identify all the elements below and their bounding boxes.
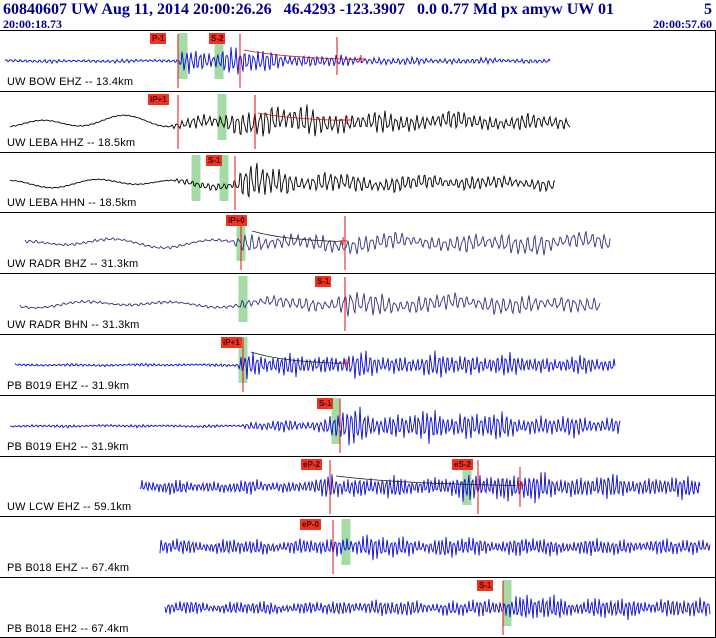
trace-label: UW RADR BHN -- 31.3km [7,318,140,331]
waveform-plot[interactable] [0,31,715,91]
waveform-plot[interactable] [0,335,715,395]
coda-decay-curve [243,49,359,60]
waveform-trace [14,350,616,380]
analysis-window-highlight [219,154,229,201]
pick-flag[interactable]: iP+0 [226,215,247,227]
analysis-window-highlight [191,154,201,201]
trace-row[interactable]: UW RADR BHN -- 31.3km S-1 [0,273,715,334]
trace-label: UW LEBA HHN -- 18.5km [7,197,137,210]
waveform-plot[interactable] [0,153,715,213]
waveform-plot[interactable] [0,578,715,638]
header: 60840607 UW Aug 11, 2014 20:00:26.26 46.… [0,0,716,30]
trace-label: UW LCW EHZ -- 59.1km [7,501,132,514]
trace-row[interactable]: UW RADR BHZ -- 31.3km iP+0 [0,212,715,274]
coda-end-marker [339,237,347,246]
trace-row[interactable]: UW LCW EHZ -- 59.1km eP-2 eS-2 [0,455,715,517]
trace-label: PB B019 EH2 -- 31.9km [7,440,129,453]
analysis-window-highlight [341,519,351,566]
waveform-trace [159,534,711,561]
trace-label: UW BOW EHZ -- 13.4km [7,75,134,88]
window-end-time: 20:00:57.60 [653,17,712,31]
trace-label: PB B019 EHZ -- 31.9km [7,379,130,392]
pick-flag[interactable]: P-1 [150,33,167,44]
pick-flag[interactable]: eP-0 [300,519,321,531]
pick-flag[interactable]: iP+1 [148,93,169,105]
trace-row[interactable]: PB B019 EH2 -- 31.9km S-1 [0,394,715,456]
waveform-trace [4,46,551,75]
waveform-trace [139,471,701,503]
trace-row[interactable]: PB B018 EH2 -- 67.4km S-1 [0,577,715,638]
waveform-trace [24,231,611,256]
pick-flag[interactable]: S-1 [206,154,223,166]
analysis-window-highlight [214,33,224,79]
trace-row[interactable]: UW BOW EHZ -- 13.4km P-1 S-2 [0,30,715,91]
coda-end-marker [343,115,351,124]
coda-end-marker [342,358,350,367]
pick-flag[interactable]: S-1 [315,276,332,288]
coda-end-marker [357,55,365,63]
analysis-window-highlight [462,458,472,505]
waveform-plot[interactable] [0,274,715,334]
trace-row[interactable]: PB B019 EHZ -- 31.9km iP+1 [0,333,715,395]
analysis-window-highlight [502,580,512,627]
pick-flag[interactable]: iP+1 [221,336,242,348]
coda-decay-curve [257,112,343,121]
trace-row[interactable]: PB B018 EHZ -- 67.4km eP-0 [0,516,715,578]
pick-flag[interactable]: S-2 [209,33,226,44]
coda-decay-curve [335,475,517,486]
waveform-trace [9,104,571,137]
coda-decay-curve [250,351,342,364]
coda-end-marker [517,480,525,489]
window-start-time: 20:00:18.73 [3,17,62,31]
waveform-plot[interactable] [0,396,715,456]
trace-label: PB B018 EH2 -- 67.4km [7,622,129,635]
pick-flag[interactable]: eP-2 [301,458,322,470]
trace-label: PB B018 EHZ -- 67.4km [7,562,130,575]
coda-decay-curve [251,231,340,243]
trace-area: UW BOW EHZ -- 13.4km P-1 S-2 UW LEBA HHZ … [0,30,716,638]
waveform-trace [19,292,601,317]
page-indicator: 5 [704,1,712,18]
analysis-window-highlight [217,93,227,140]
waveform-plot[interactable] [0,517,715,577]
event-summary: 60840607 UW Aug 11, 2014 20:00:26.26 46.… [3,1,614,18]
analysis-window-highlight [331,397,341,444]
waveform-trace [164,594,711,621]
trace-label: UW LEBA HHZ -- 18.5km [7,136,136,149]
pick-flag[interactable]: S-1 [477,580,494,592]
waveform-trace [9,406,621,446]
pick-flag[interactable]: eS-2 [452,458,473,470]
trace-label: UW RADR BHZ -- 31.3km [7,258,139,271]
waveform-plot[interactable] [0,92,715,152]
waveform-trace [10,162,556,198]
waveform-plot[interactable] [0,457,715,517]
pick-flag[interactable]: S-1 [317,397,334,409]
trace-row[interactable]: UW LEBA HHZ -- 18.5km iP+1 [0,90,715,152]
analysis-window-highlight [238,276,248,323]
trace-row[interactable]: UW LEBA HHN -- 18.5km S-1 [0,151,715,213]
